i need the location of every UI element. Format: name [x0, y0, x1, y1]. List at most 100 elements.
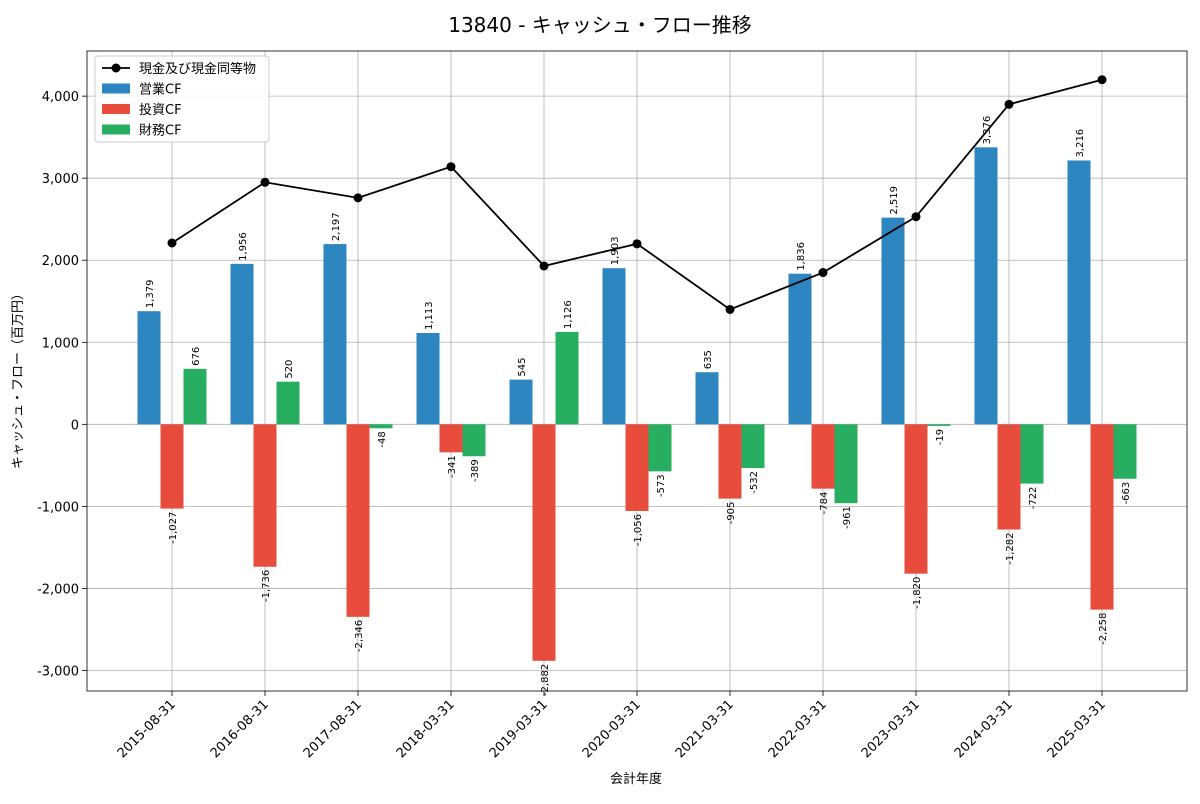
- bar-value-label: -2,346: [354, 620, 365, 652]
- bar: [439, 424, 463, 453]
- bar-value-label: 545: [517, 358, 528, 377]
- bar: [625, 424, 649, 511]
- bar: [230, 263, 254, 425]
- bar: [1020, 424, 1044, 484]
- bar-value-label: 1,836: [796, 242, 807, 271]
- y-axis: -3,000 -2,000 -1,000 0 1,000 2,000 3,000 4,000: [37, 90, 87, 679]
- line-point: [167, 238, 177, 248]
- y-tick-label: -2,000: [37, 582, 79, 597]
- legend-marker: [111, 63, 121, 73]
- bar: [532, 424, 556, 661]
- bar: [1067, 160, 1091, 425]
- bar-value-label: 520: [284, 360, 295, 379]
- legend-box: [94, 55, 270, 143]
- y-tick-label: -1,000: [37, 500, 79, 515]
- bars: [137, 147, 1137, 661]
- line-point: [725, 304, 735, 314]
- bar: [881, 217, 905, 425]
- bar-value-label: 635: [703, 350, 714, 369]
- x-tick-label: 2021-03-31: [673, 697, 737, 761]
- x-tick-label: 2019-03-31: [487, 697, 551, 761]
- y-tick-label: 4,000: [42, 90, 79, 105]
- line-point: [446, 162, 456, 172]
- line-point: [353, 193, 363, 203]
- chart-title: 13840 - キャッシュ・フロー推移: [448, 13, 752, 37]
- bar: [555, 331, 579, 425]
- bar-labels: 1,379 1,956 2,197 1,113 545 1,903 635 1,836 2,51…: [145, 116, 1132, 696]
- bar-value-label: 1,126: [563, 300, 574, 329]
- line-point: [1097, 75, 1107, 85]
- line-point: [260, 177, 270, 187]
- bar-value-label: -663: [1121, 482, 1132, 505]
- bar: [927, 424, 951, 426]
- bar-value-label: 2,197: [331, 212, 342, 241]
- line-point: [539, 261, 549, 271]
- x-tick-label: 2024-03-31: [952, 697, 1016, 761]
- legend-label: 現金及び現金同等物: [139, 61, 256, 77]
- bar: [462, 424, 486, 457]
- bar-value-label: -1,282: [1005, 533, 1016, 565]
- bar-value-label: -48: [377, 431, 388, 447]
- x-axis: 2015-08-31 2016-08-31 2017-08-31 2018-03-31…: [115, 691, 1109, 761]
- bar: [346, 424, 370, 617]
- bar-value-label: -341: [447, 455, 458, 478]
- bar-value-label: 2,519: [889, 186, 900, 215]
- bar: [974, 147, 998, 425]
- x-tick-label: 2015-08-31: [115, 697, 179, 761]
- line-point: [911, 212, 921, 222]
- bar: [509, 379, 533, 425]
- y-tick-label: 2,000: [42, 254, 79, 269]
- bar: [834, 424, 858, 504]
- x-tick-label: 2017-08-31: [301, 697, 365, 761]
- bar: [253, 424, 277, 567]
- bar: [648, 424, 672, 472]
- x-tick-label: 2018-03-31: [394, 697, 458, 761]
- legend-bar-swatch: [102, 83, 130, 94]
- y-tick-label: 1,000: [42, 336, 79, 351]
- x-tick-label: 2025-03-31: [1045, 697, 1109, 761]
- line-point: [632, 239, 642, 249]
- bar-value-label: -1,056: [633, 514, 644, 546]
- bar-value-label: 3,216: [1075, 129, 1086, 158]
- line-series: [167, 75, 1107, 314]
- bar-value-label: 1,903: [610, 237, 621, 266]
- bar-value-label: -1,736: [261, 570, 272, 602]
- bar: [695, 372, 719, 425]
- bar-value-label: 1,113: [424, 301, 435, 330]
- legend-label: 投資CF: [139, 102, 182, 118]
- bar: [811, 424, 835, 489]
- bar-value-label: -784: [819, 492, 830, 515]
- bar-value-label: -1,820: [912, 577, 923, 609]
- legend-label: 財務CF: [139, 124, 182, 139]
- x-tick-label: 2020-03-31: [580, 697, 644, 761]
- bar: [183, 368, 207, 425]
- bar-value-label: -532: [749, 471, 760, 494]
- legend-bar-swatch: [102, 124, 130, 135]
- bar-value-label: -905: [726, 502, 737, 525]
- bar: [997, 424, 1021, 530]
- legend-bar-swatch: [102, 104, 130, 114]
- bar: [602, 268, 626, 425]
- bar: [416, 333, 440, 425]
- x-tick-label: 2022-03-31: [766, 697, 830, 761]
- bar: [137, 311, 161, 425]
- x-axis-label: 会計年度: [610, 771, 662, 787]
- x-tick-label: 2023-03-31: [859, 697, 923, 761]
- bar-value-label: -19: [935, 429, 946, 445]
- bar: [718, 424, 742, 499]
- line-point: [818, 268, 828, 278]
- bar: [323, 244, 347, 425]
- grid: [87, 51, 1187, 691]
- bar-value-label: -961: [842, 506, 853, 529]
- bar: [1090, 424, 1114, 610]
- bar: [160, 424, 184, 509]
- y-axis-label: キャッシュ・フロー（百万円）: [11, 287, 26, 469]
- bar-value-label: -573: [656, 474, 667, 497]
- bar: [276, 381, 300, 425]
- bar-value-label: -389: [470, 459, 481, 482]
- bar-value-label: 3,376: [982, 116, 993, 145]
- y-tick-label: 0: [71, 418, 79, 433]
- legend-label: 営業CF: [139, 82, 182, 98]
